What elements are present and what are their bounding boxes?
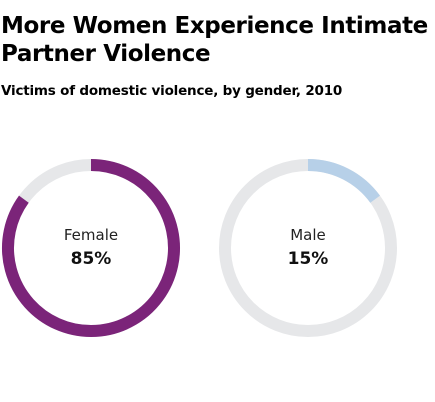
- donut-label-male: Male: [290, 226, 326, 244]
- donut-arc-female: [2, 159, 180, 337]
- chart-title: More Women Experience Intimate Partner V…: [1, 13, 428, 67]
- donut-male: Male 15%: [219, 159, 397, 337]
- donut-value-female: 85%: [71, 249, 112, 269]
- donut-female: Female 85%: [2, 159, 180, 337]
- donut-value-male: 15%: [288, 249, 329, 269]
- donut-arc-male: [307, 159, 381, 203]
- chart-subtitle: Victims of domestic violence, by gender,…: [1, 83, 343, 99]
- donut-label-female: Female: [64, 226, 118, 244]
